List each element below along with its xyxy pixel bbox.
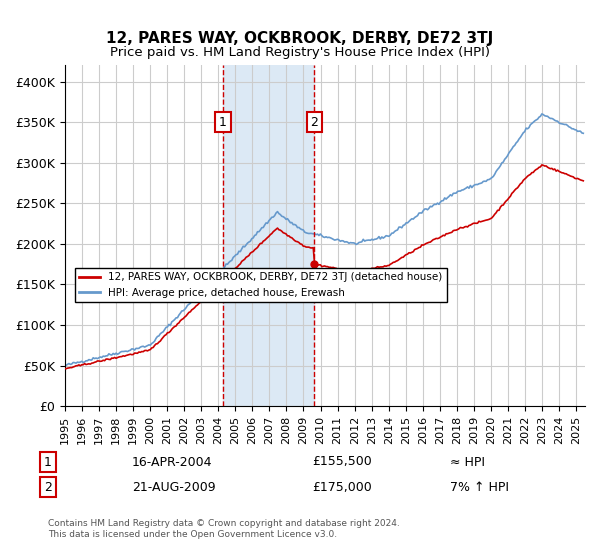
Bar — [223, 66, 314, 406]
Text: 7% ↑ HPI: 7% ↑ HPI — [450, 480, 509, 494]
Text: Price paid vs. HM Land Registry's House Price Index (HPI): Price paid vs. HM Land Registry's House … — [110, 46, 490, 59]
Legend: 12, PARES WAY, OCKBROOK, DERBY, DE72 3TJ (detached house), HPI: Average price, d: 12, PARES WAY, OCKBROOK, DERBY, DE72 3TJ… — [75, 268, 447, 302]
Text: £175,000: £175,000 — [312, 480, 372, 494]
Text: Contains HM Land Registry data © Crown copyright and database right 2024.
This d: Contains HM Land Registry data © Crown c… — [48, 520, 400, 539]
Text: 16-APR-2004: 16-APR-2004 — [132, 455, 212, 469]
Text: ≈ HPI: ≈ HPI — [450, 455, 485, 469]
Text: 1: 1 — [219, 116, 227, 129]
Text: 21-AUG-2009: 21-AUG-2009 — [132, 480, 215, 494]
Text: 2: 2 — [44, 480, 52, 494]
Text: 12, PARES WAY, OCKBROOK, DERBY, DE72 3TJ: 12, PARES WAY, OCKBROOK, DERBY, DE72 3TJ — [106, 31, 494, 46]
Text: 2: 2 — [310, 116, 318, 129]
Text: 1: 1 — [44, 455, 52, 469]
Text: £155,500: £155,500 — [312, 455, 372, 469]
